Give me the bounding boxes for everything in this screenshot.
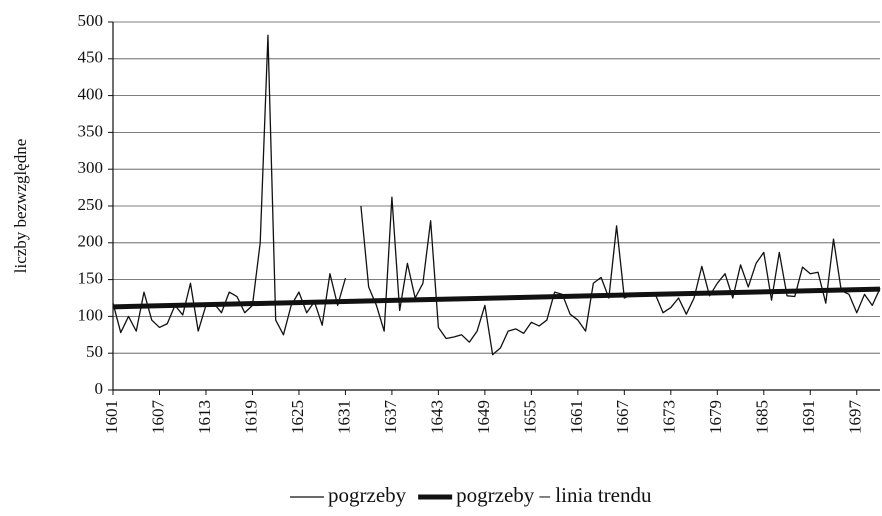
y-tick-label: 100	[78, 305, 104, 324]
x-tick-label: 1643	[427, 400, 446, 434]
legend-label: pogrzeby – linia trendu	[456, 483, 652, 507]
y-tick-label: 250	[78, 195, 104, 214]
x-tick-label: 1613	[195, 400, 214, 434]
x-tick-label: 1667	[613, 400, 632, 435]
y-tick-label: 350	[78, 121, 104, 140]
legend-label: pogrzeby	[328, 483, 407, 507]
x-tick-label: 1649	[474, 400, 493, 434]
y-tick-label: 400	[78, 85, 104, 104]
x-tick-label: 1619	[241, 400, 260, 434]
y-tick-label: 0	[95, 379, 104, 398]
x-tick-label: 1625	[288, 400, 307, 434]
x-tick-label: 1679	[706, 400, 725, 434]
data-line	[112, 286, 881, 310]
x-tick-label: 1637	[381, 400, 400, 435]
x-tick-label: 1655	[520, 400, 539, 434]
x-tick-label: 1697	[846, 400, 865, 435]
y-tick-label: 500	[78, 11, 104, 30]
x-tick-label: 1673	[660, 400, 679, 434]
y-tick-label: 450	[78, 48, 104, 67]
y-tick-label: 150	[78, 269, 104, 288]
x-tick-label: 1661	[567, 400, 586, 434]
x-tick-label: 1691	[799, 400, 818, 434]
x-tick-label: 1631	[334, 400, 353, 434]
x-tick-label: 1607	[148, 400, 167, 435]
x-tick-label: 1685	[753, 400, 772, 434]
y-tick-label: 300	[78, 158, 104, 177]
y-tick-label: 200	[78, 232, 104, 251]
y-tick-label: 50	[86, 342, 103, 361]
y-axis-label: liczby bezwzględne	[11, 139, 30, 274]
data-line	[112, 34, 881, 356]
x-tick-label: 1601	[102, 400, 121, 434]
